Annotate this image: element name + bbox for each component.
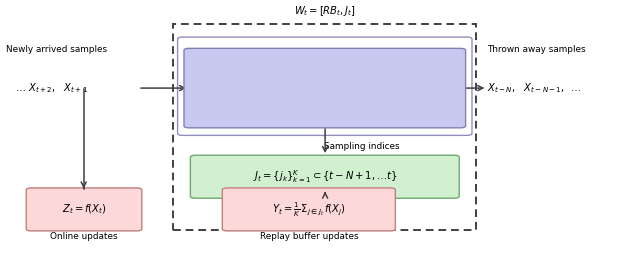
Text: $Z_t = f(X_t)$: $Z_t = f(X_t)$ bbox=[61, 202, 106, 216]
Text: Sampling indices: Sampling indices bbox=[324, 142, 399, 151]
Bar bbox=[173, 24, 476, 230]
Text: Thrown away samples: Thrown away samples bbox=[487, 45, 586, 54]
Text: Replay buffer updates: Replay buffer updates bbox=[260, 232, 358, 241]
Text: Replay buffer - $RB_t$: Replay buffer - $RB_t$ bbox=[276, 46, 373, 60]
Text: $X_{t-N}$,   $X_{t-N-1}$,  $\ldots$: $X_{t-N}$, $X_{t-N-1}$, $\ldots$ bbox=[487, 81, 581, 95]
FancyBboxPatch shape bbox=[184, 48, 466, 128]
FancyBboxPatch shape bbox=[26, 188, 142, 231]
Text: $Y_t = \frac{1}{K}\,\Sigma_{j \in J_t}\, f(X_j)$: $Y_t = \frac{1}{K}\,\Sigma_{j \in J_t}\,… bbox=[272, 200, 346, 219]
Text: $J_t = \{j_k\}_{k=1}^{K} \subset \{t-N+1,\ldots t\}$: $J_t = \{j_k\}_{k=1}^{K} \subset \{t-N+1… bbox=[253, 168, 397, 185]
Text: Online updates: Online updates bbox=[50, 232, 118, 241]
Text: $\ldots$ $X_{t+2}$,   $X_{t+1}$: $\ldots$ $X_{t+2}$, $X_{t+1}$ bbox=[15, 81, 88, 95]
Text: $W_t = [RB_t, J_t]$: $W_t = [RB_t, J_t]$ bbox=[294, 4, 356, 18]
FancyBboxPatch shape bbox=[190, 155, 460, 198]
Text: Newly arrived samples: Newly arrived samples bbox=[6, 45, 107, 54]
Text: Position:  1  ...  $n$  ...  $N$: Position: 1 ... $n$ ... $N$ bbox=[196, 79, 308, 91]
Text: Sample: $X_t$ ...  $X_{t-n+1}$ ...  $X_{t-N+1}$: Sample: $X_t$ ... $X_{t-n+1}$ ... $X_{t-… bbox=[196, 60, 356, 74]
FancyBboxPatch shape bbox=[222, 188, 396, 231]
